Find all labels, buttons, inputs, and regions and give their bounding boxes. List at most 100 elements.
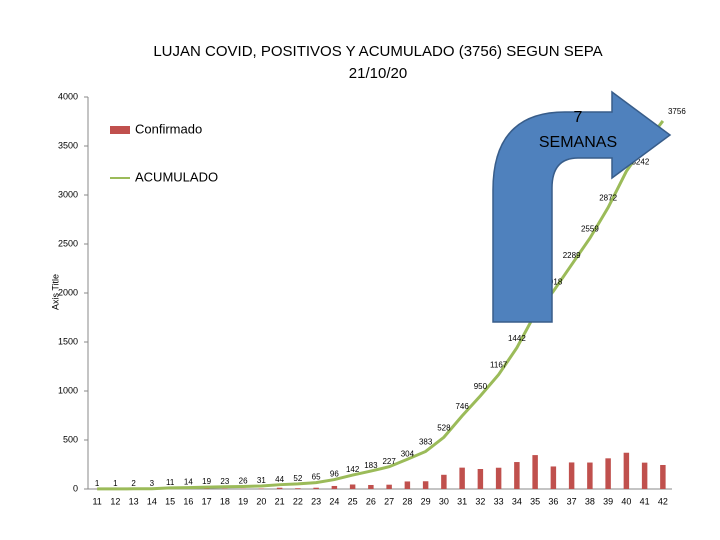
x-tick-label: 38 [585, 496, 595, 506]
x-tick-label: 17 [202, 496, 212, 506]
y-tick-label: 3500 [58, 140, 78, 150]
legend-swatch [110, 126, 130, 134]
x-tick-label: 31 [457, 496, 467, 506]
annotation: SEMANAS [539, 134, 617, 151]
x-tick-label: 15 [165, 496, 175, 506]
value-label: 31 [257, 476, 266, 485]
x-tick-label: 22 [293, 496, 303, 506]
legend-label: Confirmado [135, 121, 202, 136]
bar [532, 455, 538, 489]
x-tick-label: 23 [311, 496, 321, 506]
x-tick-label: 30 [439, 496, 449, 506]
value-label: 383 [419, 438, 433, 447]
x-tick-label: 28 [402, 496, 412, 506]
annotation: 7 [574, 109, 583, 126]
bar [276, 487, 283, 489]
chart-title: LUJAN COVID, POSITIVOS Y ACUMULADO (3756… [153, 43, 602, 60]
bar [550, 466, 557, 489]
y-tick-label: 2000 [58, 287, 78, 297]
bar [495, 467, 502, 489]
value-label: 1167 [490, 361, 508, 370]
x-tick-label: 18 [220, 496, 230, 506]
bar [587, 462, 593, 489]
value-label: 1442 [508, 334, 526, 343]
bar [623, 452, 630, 489]
value-label: 2289 [563, 251, 581, 260]
x-tick-label: 32 [475, 496, 485, 506]
value-label: 1 [95, 479, 100, 488]
value-label: 14 [184, 478, 193, 487]
y-tick-label: 2500 [58, 238, 78, 248]
value-label: 19 [202, 477, 211, 486]
value-label: 3756 [668, 107, 686, 116]
legend-label: ACUMULADO [135, 169, 218, 184]
value-label: 65 [312, 473, 321, 482]
bar [459, 467, 465, 489]
bar [349, 484, 356, 489]
value-label: 52 [293, 474, 302, 483]
x-tick-label: 34 [512, 496, 522, 506]
y-tick-label: 4000 [58, 91, 78, 101]
x-tick-label: 12 [110, 496, 120, 506]
x-tick-label: 35 [530, 496, 540, 506]
x-tick-label: 29 [421, 496, 431, 506]
value-label: 304 [401, 449, 415, 458]
bar [660, 464, 666, 489]
value-label: 142 [346, 465, 360, 474]
arrow [492, 90, 672, 323]
value-label: 11 [166, 478, 175, 487]
x-tick-label: 39 [603, 496, 613, 506]
x-tick-label: 33 [494, 496, 504, 506]
x-tick-label: 36 [548, 496, 558, 506]
x-tick-label: 25 [348, 496, 358, 506]
x-tick-label: 42 [658, 496, 668, 506]
value-label: 2 [131, 479, 136, 488]
bar [331, 485, 338, 489]
bar [514, 462, 520, 489]
chart-subtitle: 21/10/20 [349, 65, 407, 82]
y-tick-label: 3000 [58, 189, 78, 199]
y-tick-label: 0 [73, 483, 78, 493]
x-tick-label: 27 [384, 496, 394, 506]
value-label: 23 [220, 477, 229, 486]
bar [404, 481, 411, 489]
value-label: 227 [382, 457, 396, 466]
x-tick-label: 21 [275, 496, 285, 506]
y-tick-label: 1000 [58, 385, 78, 395]
value-label: 528 [437, 423, 451, 432]
value-label: 746 [455, 402, 469, 411]
x-tick-label: 24 [329, 496, 339, 506]
x-tick-label: 26 [366, 496, 376, 506]
y-tick-label: 500 [63, 434, 78, 444]
x-tick-label: 14 [147, 496, 157, 506]
x-tick-label: 41 [640, 496, 650, 506]
bar [422, 481, 429, 489]
bar [441, 474, 447, 489]
y-axis-title: Axis Title [50, 274, 60, 310]
value-label: 2872 [599, 194, 617, 203]
value-label: 2559 [581, 224, 599, 233]
x-tick-label: 16 [183, 496, 193, 506]
x-tick-label: 13 [129, 496, 139, 506]
line [97, 120, 665, 491]
y-tick-label: 1500 [58, 336, 78, 346]
x-tick-label: 40 [621, 496, 631, 506]
value-label: 3242 [631, 157, 649, 166]
x-tick-label: 20 [256, 496, 266, 506]
bar [568, 462, 575, 489]
value-label: 950 [474, 382, 488, 391]
x-tick-label: 11 [92, 496, 101, 506]
bar [295, 488, 301, 489]
value-label: 183 [364, 461, 378, 470]
bar [368, 484, 374, 489]
value-label: 26 [239, 477, 248, 486]
x-tick-label: 19 [238, 496, 248, 506]
bar [605, 458, 611, 489]
bar [313, 487, 319, 489]
x-tick-label: 37 [567, 496, 577, 506]
value-label: 2018 [544, 277, 562, 286]
value-label: 1 [113, 479, 118, 488]
value-label: 44 [275, 475, 284, 484]
